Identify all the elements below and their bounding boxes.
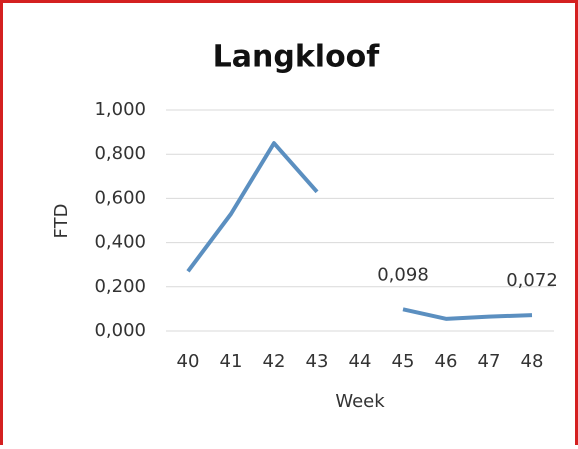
x-tick-label: 45: [392, 351, 415, 372]
x-tick-label: 42: [263, 351, 286, 372]
y-axis-label: FTD: [51, 204, 72, 239]
x-tick-label: 47: [478, 351, 501, 372]
x-tick-label: 41: [220, 351, 243, 372]
x-tick-label: 40: [177, 351, 200, 372]
y-tick-label: 1,000: [94, 99, 146, 120]
x-tick-label: 46: [435, 351, 458, 372]
y-tick-label: 0,800: [94, 143, 146, 164]
y-tick-label: 0,200: [94, 276, 146, 297]
x-axis-label: Week: [335, 391, 385, 412]
chart-title: Langkloof: [213, 40, 381, 75]
x-tick-label: 44: [349, 351, 372, 372]
y-tick-label: 0,400: [94, 232, 146, 253]
line: [186, 141, 533, 321]
y-tick-label: 0,000: [94, 320, 146, 341]
data-label: 0,072: [506, 270, 558, 291]
x-tick-label: 48: [521, 351, 544, 372]
x-tick-label: 43: [306, 351, 329, 372]
y-tick-label: 0,600: [94, 187, 146, 208]
data-label: 0,098: [377, 264, 429, 285]
